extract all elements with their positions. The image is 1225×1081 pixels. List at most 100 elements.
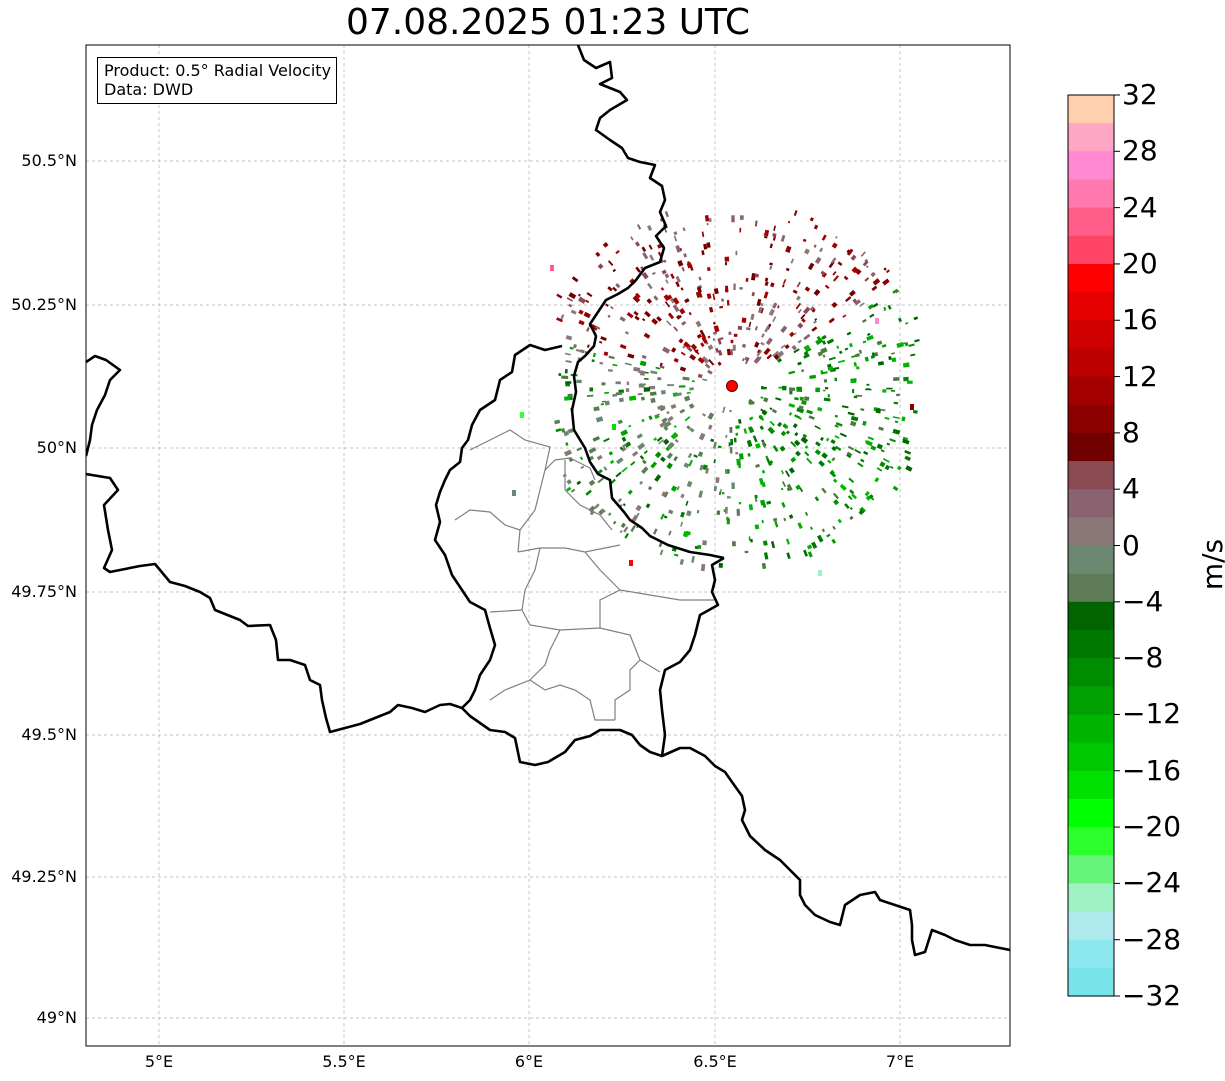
radar-echo-pixel [707,369,713,375]
radar-echo-pixel [666,410,670,415]
radar-echo-pixel [781,502,786,508]
radar-echo-pixel [756,349,763,357]
radar-echo-pixel [754,220,758,227]
radar-echo-pixel [824,284,830,290]
radar-echo-pixel [785,430,790,435]
radar-echo-pixel [830,257,837,264]
radar-echo-pixel [676,486,680,491]
radar-echo-pixel [903,376,909,382]
radar-echo-pixel [776,350,785,358]
radar-echo-pixel [686,510,692,517]
colorbar-tick-label: −28 [1122,922,1182,956]
radar-echo-pixel [664,210,669,218]
radar-echo-pixel [706,266,711,272]
colorbar-swatch [1068,827,1114,856]
radar-echo-pixel [705,467,710,474]
radar-echo-pixel [753,356,761,364]
radar-echo-pixel [708,358,715,366]
radar-echo-pixel [588,447,597,454]
radar-echo-pixel [598,340,603,344]
radar-echo-pixel [851,389,855,394]
radar-echo-pixel [761,519,764,524]
colorbar-tick-label: 20 [1122,246,1158,280]
radar-echo-pixel [859,302,865,307]
radar-echo-pixel [615,282,621,289]
radar-echo-pixel [674,438,679,443]
radar-echo-pixel [827,459,832,464]
radar-echo-pixel [804,445,809,449]
radar-echo-pixel [579,456,584,461]
radar-echo-pixel [874,477,880,483]
radar-echo-pixel [887,304,892,310]
radar-echo-pixel [801,318,806,323]
colorbar-swatch [1068,798,1114,828]
radar-echo-pixel [779,445,786,452]
radar-echo-pixel [763,347,771,356]
radar-echo-pixel [880,449,885,453]
radar-echo-pixel [578,319,585,326]
radar-echo-pixel [744,550,749,554]
radar-echo-pixel [739,215,744,220]
radar-echo-pixel [665,279,669,284]
radar-echo-pixel [755,463,760,468]
radar-echo-pixel [784,344,790,350]
radar-echo-pixel [732,541,736,547]
radar-echo-pixel [883,267,887,271]
colorbar-swatch [1068,461,1114,490]
radar-echo-pixel [831,538,837,544]
radar-echo-pixel [764,229,770,237]
radar-echo-pixel [620,429,629,437]
radar-echo-pixel [563,449,572,457]
radar-echo-pixel [717,349,723,356]
radar-echo-pixel [592,435,600,442]
radar-echo-pixel [831,457,836,462]
radar-echo-pixel [621,436,627,442]
radar-echo-pixel [712,441,718,449]
radar-echo-pixel [566,297,574,302]
radar-echo-pixel [809,374,817,380]
radar-echo-pixel [769,243,773,249]
radar-echo-pixel [603,437,610,443]
radar-echo-pixel [633,310,639,316]
radar-echo-pixel [803,549,808,557]
radar-echo-pixel [667,312,675,320]
radar-echo-pixel [828,317,835,324]
radar-echo-pixel [604,391,609,394]
radar-echo-pixel [647,282,653,290]
radar-echo-pixel [871,352,875,357]
colorbar-swatch [1068,629,1114,659]
radar-echo-pixel [821,272,827,278]
radar-echo-pixel [594,325,601,330]
radar-echo-pixel [712,321,716,325]
colorbar-swatch [1068,883,1114,913]
radar-echo-pixel [697,451,704,458]
radar-echo-pixel [600,336,607,341]
radar-echo-pixel [761,481,766,488]
radar-echo-pixel [818,460,825,467]
radar-echo-pixel [821,334,827,340]
radar-echo-pixel [566,486,572,492]
radar-echo-pixel [761,562,767,570]
radar-echo-pixel [565,335,573,341]
colorbar-swatch [1068,404,1114,434]
radar-echo-pixel [833,499,840,506]
radar-echo-pixel [807,551,813,558]
radar-echo-pixel [834,424,839,428]
radar-echo-pixel [818,570,822,576]
radar-echo-pixel [761,439,765,443]
radar-echo-pixel [741,317,747,323]
colorbar-swatch [1068,601,1114,631]
radar-echo-pixel [704,363,711,369]
radar-echo-pixel [870,445,877,451]
radar-echo-pixel [858,509,865,516]
radar-echo-pixel [701,336,708,344]
radar-echo-pixel [593,406,600,412]
radar-echo-pixel [597,469,603,474]
radar-echo-pixel [673,326,679,332]
radar-echo-pixel [619,446,623,451]
radar-echo-pixel [766,353,773,360]
radar-echo-pixel [728,442,731,447]
radar-echo-pixel [586,394,594,398]
radar-echo-pixel [704,214,710,222]
